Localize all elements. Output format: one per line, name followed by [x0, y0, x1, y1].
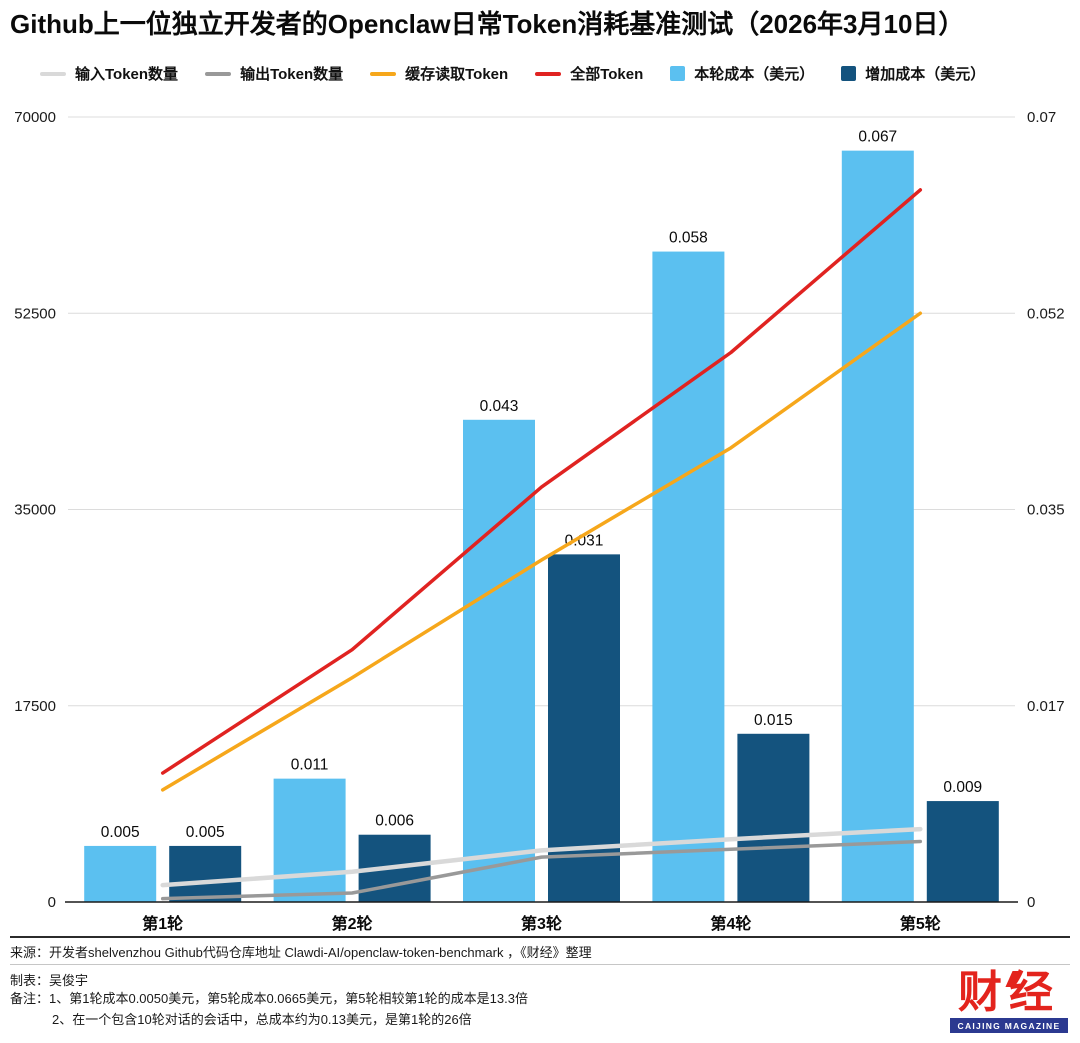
line-series-1 [160, 839, 923, 901]
legend-label: 本轮成本（美元） [694, 66, 815, 83]
line-series-2 [160, 311, 923, 792]
bar-value-label: 0.058 [669, 230, 708, 247]
bar-round-cost [463, 419, 535, 902]
source-note: 来源：开发者shelvenzhou Github代码仓库地址 Clawdi-AI… [10, 945, 592, 960]
right-axis-tick: 0.07 [1027, 109, 1056, 126]
bar-swatch-icon [670, 66, 686, 81]
maker-note: 制表：吴俊宇 [10, 973, 89, 988]
left-axis-tick: 70000 [14, 109, 56, 126]
left-axis-tick: 35000 [14, 502, 56, 519]
legend-label: 缓存读取Token [405, 66, 509, 83]
line-swatch-icon [205, 71, 232, 76]
legend-label: 输入Token数量 [75, 66, 179, 83]
chart-title: Github上一位独立开发者的Openclaw日常Token消耗基准测试（202… [10, 9, 965, 39]
x-axis-label: 第3轮 [521, 914, 562, 933]
bar-swatch-icon [841, 66, 857, 81]
right-axis-tick: 0.017 [1027, 698, 1065, 715]
x-axis-label: 第5轮 [900, 914, 941, 933]
legend-item-4: 本轮成本（美元） [670, 63, 814, 84]
bar-value-label: 0.031 [565, 532, 604, 549]
x-axis-label: 第1轮 [142, 914, 183, 933]
bar-added-cost [737, 733, 810, 902]
combo-chart: 0 0 17500 0.017 35000 0.035 52500 0.052 70000 0.0… [14, 109, 1065, 933]
legend-label: 增加成本（美元） [865, 66, 986, 83]
legend-label: 输出Token数量 [240, 66, 344, 83]
caijing-logo: 财经 CAIJING MAGAZINE [950, 968, 1068, 1034]
legend-item-5: 增加成本（美元） [841, 63, 985, 84]
divider-strong [10, 936, 1070, 938]
bar-round-cost [652, 251, 725, 903]
right-axis-tick: 0.052 [1027, 305, 1065, 322]
line-swatch-icon [535, 71, 562, 76]
left-axis-tick: 17500 [14, 698, 56, 715]
bar-value-label: 0.015 [754, 712, 793, 729]
right-axis-tick: 0.035 [1027, 502, 1065, 519]
line-swatch-icon [40, 71, 66, 76]
bar-value-label: 0.043 [480, 398, 519, 415]
bar-value-label: 0.006 [375, 813, 414, 830]
bar-added-cost [926, 801, 999, 902]
bar-added-cost [548, 554, 620, 902]
caijing-logo-en: CAIJING MAGAZINE [950, 1018, 1068, 1034]
legend-item-0: 输入Token数量 [40, 63, 178, 84]
right-axis-tick: 0 [1027, 894, 1035, 911]
bar-added-cost [169, 845, 242, 902]
x-axis-label: 第2轮 [332, 914, 373, 933]
caijing-logo-cn: 财经 [950, 968, 1068, 1017]
x-axis-label: 第4轮 [710, 914, 751, 933]
notes: 备注：1、第1轮成本0.0050美元，第5轮成本0.0665美元，第5轮相较第1… [10, 988, 528, 1031]
divider-light [10, 964, 1070, 965]
left-axis-tick: 0 [48, 894, 56, 911]
line-series-0 [160, 826, 923, 888]
bar-value-label: 0.005 [186, 824, 225, 841]
caijing-logo-cn-text: 财经 [958, 968, 1060, 1017]
chart-area: 0 0 17500 0.017 35000 0.035 52500 0.052 70000 0.0… [0, 100, 1080, 940]
bar-value-label: 0.009 [943, 779, 982, 796]
legend-item-1: 输出Token数量 [205, 63, 343, 84]
bar-round-cost [84, 845, 157, 902]
legend-item-3: 全部Token [535, 63, 643, 84]
bar-round-cost [841, 150, 914, 903]
note-line-1: 备注：1、第1轮成本0.0050美元，第5轮成本0.0665美元，第5轮相较第1… [10, 991, 528, 1006]
line-series-3 [160, 188, 923, 775]
legend: 输入Token数量 输出Token数量 缓存读取Token 全部Token 本轮成本（美… [40, 63, 985, 84]
bar-value-label: 0.011 [291, 757, 329, 774]
line-swatch-icon [370, 71, 397, 76]
note-line-2: 2、在一个包含10轮对话的会话中，总成本约为0.13美元，是第1轮的26倍 [52, 1012, 472, 1028]
left-axis-tick: 52500 [14, 305, 56, 322]
bar-round-cost [273, 778, 346, 902]
legend-label: 全部Token [570, 66, 644, 83]
bar-value-label: 0.067 [858, 129, 897, 146]
bar-value-label: 0.005 [101, 824, 140, 841]
legend-item-2: 缓存读取Token [370, 63, 508, 84]
